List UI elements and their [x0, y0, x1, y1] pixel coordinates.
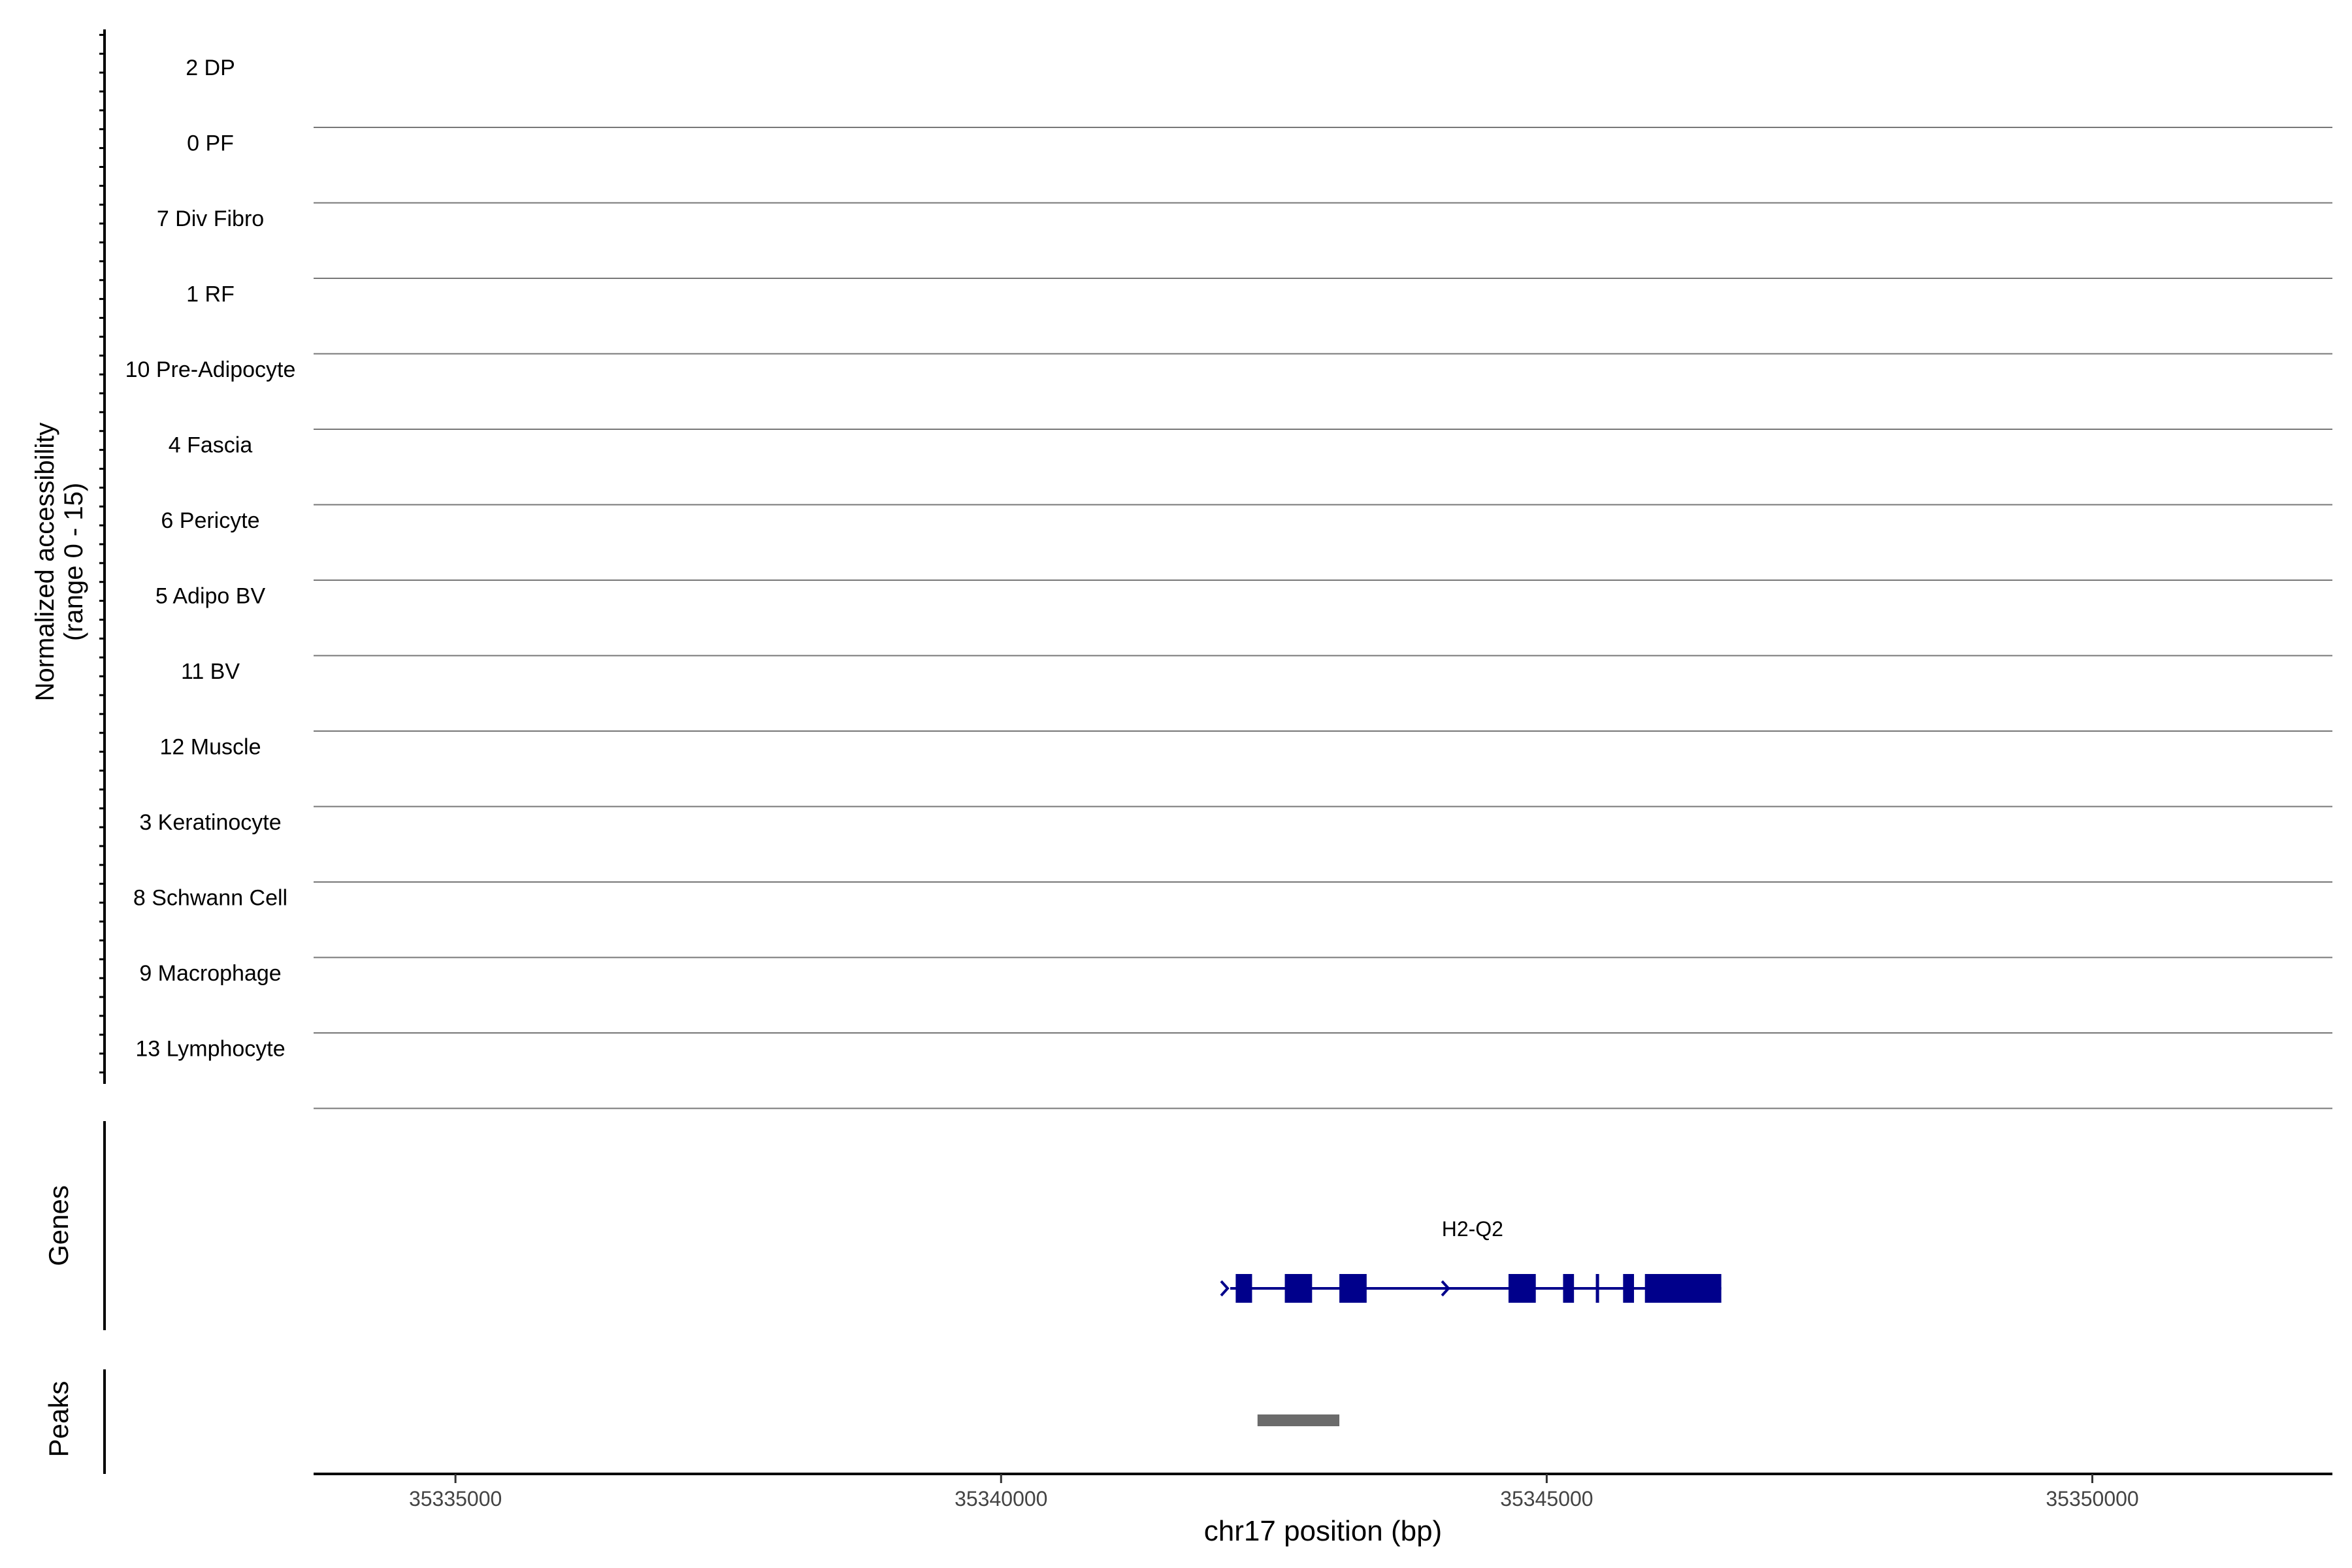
gene-exon — [1563, 1274, 1575, 1303]
track-9: 11 BV — [181, 659, 2332, 732]
track-label: 13 Lymphocyte — [135, 1037, 285, 1062]
gene-exon — [1235, 1274, 1252, 1303]
track-label: 3 Keratinocyte — [139, 810, 281, 835]
track-axis-spine — [99, 29, 106, 1084]
y-axis-title-line2: (range 0 - 15) — [59, 483, 88, 641]
strand-arrow — [1220, 1280, 1230, 1297]
track-label: 10 Pre-Adipocyte — [125, 357, 296, 382]
gene-exon — [1284, 1274, 1313, 1303]
track-2: 0 PF — [187, 131, 2332, 204]
gene-exon — [1623, 1274, 1635, 1303]
track-10: 12 Muscle — [160, 735, 2332, 808]
track-13: 9 Macrophage — [139, 961, 2332, 1034]
track-label: 12 Muscle — [160, 735, 261, 760]
gene-exon — [1595, 1274, 1599, 1303]
track-12: 8 Schwann Cell — [133, 886, 2332, 958]
track-6: 4 Fascia — [169, 433, 2332, 506]
track-3: 7 Div Fibro — [157, 206, 2332, 279]
track-label: 9 Macrophage — [139, 961, 281, 986]
gene-exon — [1508, 1274, 1536, 1303]
peaks-track-label: Peaks — [43, 1381, 74, 1458]
track-label: 5 Adipo BV — [155, 584, 266, 609]
peak-region — [1257, 1414, 1340, 1426]
gene-exon — [1644, 1274, 1722, 1303]
track-label: 1 RF — [186, 282, 235, 307]
x-tick-label: 35345000 — [1500, 1487, 1593, 1511]
track-1: 2 DP — [186, 56, 2332, 128]
track-label: 11 BV — [181, 659, 240, 684]
track-14: 13 Lymphocyte — [135, 1037, 2332, 1109]
x-tick-label: 35340000 — [955, 1487, 1047, 1511]
genes-track-label: Genes — [43, 1185, 74, 1266]
track-4: 1 RF — [186, 282, 2332, 355]
track-5: 10 Pre-Adipocyte — [125, 357, 2332, 430]
gene-name-label: H2-Q2 — [1442, 1217, 1503, 1241]
track-11: 3 Keratinocyte — [139, 810, 2332, 883]
x-axis-title: chr17 position (bp) — [1204, 1515, 1442, 1547]
y-axis-title-line1: Normalized accessibility — [31, 423, 59, 702]
strand-arrow — [1441, 1280, 1450, 1297]
peak-regions — [1257, 1414, 1340, 1426]
track-label: 6 Pericyte — [161, 508, 259, 533]
track-7: 6 Pericyte — [161, 508, 2332, 581]
track-label: 8 Schwann Cell — [133, 886, 287, 911]
track-8: 5 Adipo BV — [155, 584, 2332, 657]
track-label: 0 PF — [187, 131, 234, 156]
x-axis-ticks: 35335000 35340000 35345000 35350000 — [409, 1474, 2139, 1511]
track-label: 4 Fascia — [169, 433, 253, 458]
gene-model — [1220, 1274, 1722, 1303]
track-label: 2 DP — [186, 56, 235, 80]
y-axis-title: Normalized accessibility (range 0 - 15) — [31, 423, 88, 702]
x-tick-label: 35335000 — [409, 1487, 502, 1511]
x-tick-label: 35350000 — [2046, 1487, 2138, 1511]
gene-exon — [1339, 1274, 1367, 1303]
track-label: 7 Div Fibro — [157, 206, 264, 231]
coverage-tracks: 2 DP 0 PF 7 Div Fibro 1 RF 10 Pre-Adipocyte 4… — [125, 56, 2332, 1109]
